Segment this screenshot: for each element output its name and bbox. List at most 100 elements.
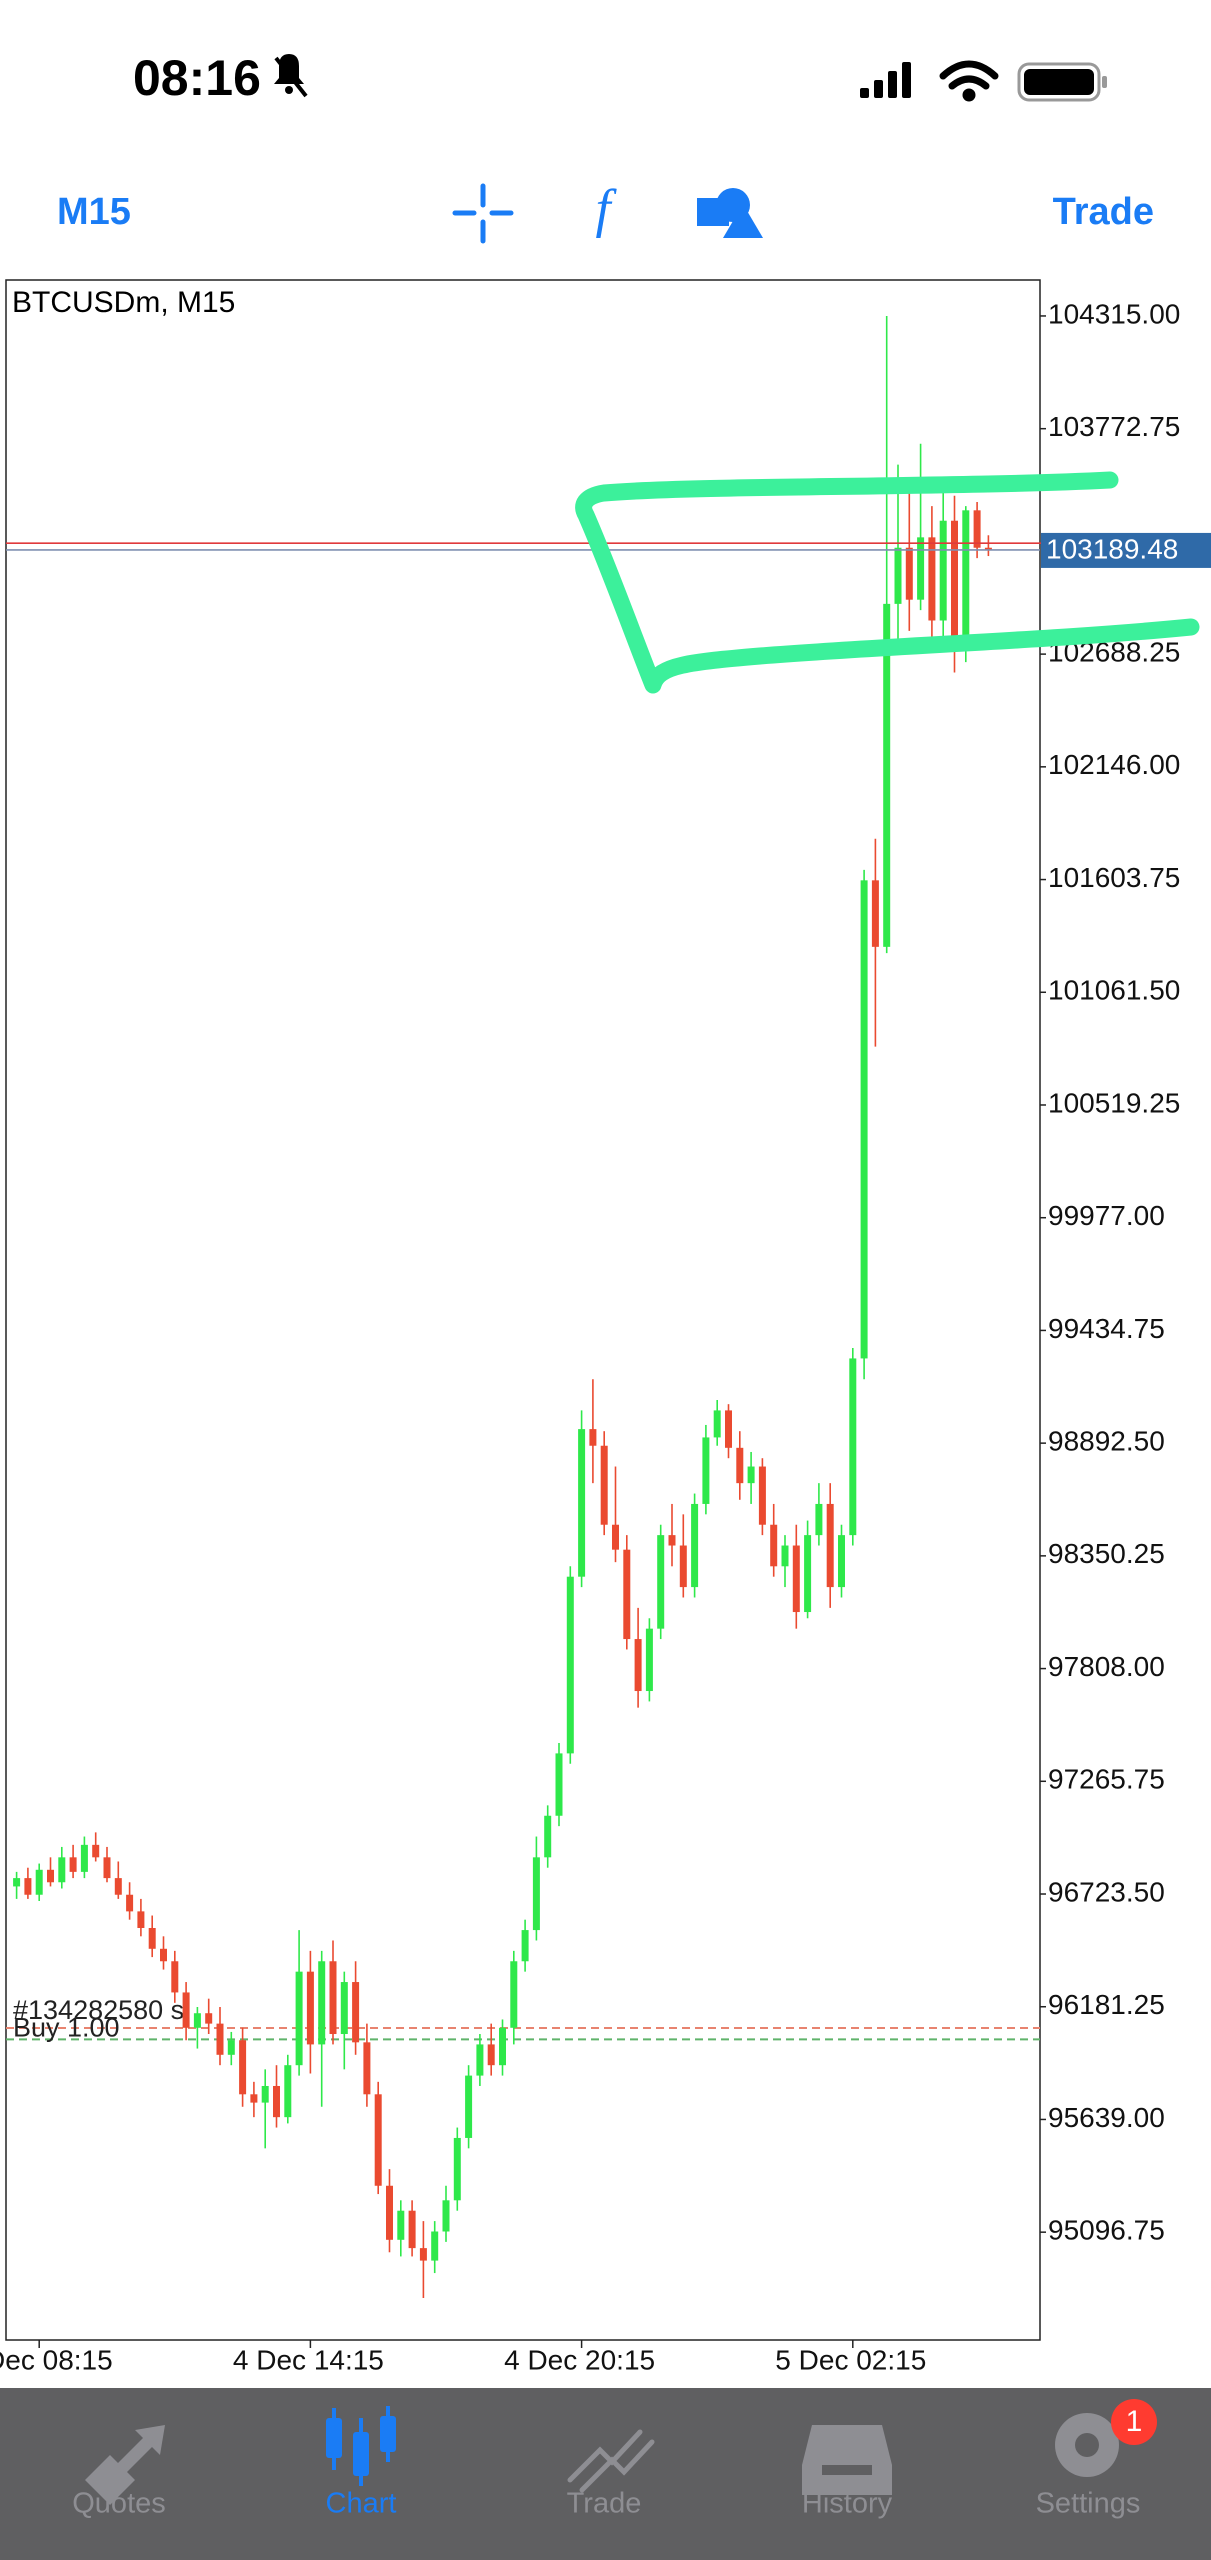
tab-label[interactable]: Settings — [1036, 2488, 1141, 2520]
chart-icon[interactable] — [326, 2406, 396, 2486]
candle-body — [510, 1961, 518, 2028]
candle-body — [295, 1971, 303, 2066]
candle-body — [578, 1429, 586, 1577]
y-tick-label: 103772.75 — [1048, 411, 1180, 442]
chart-title: BTCUSDm, M15 — [12, 286, 235, 319]
candle-body — [193, 2013, 201, 2028]
candle-body — [521, 1930, 529, 1962]
wifi-icon — [939, 60, 999, 102]
candle-body — [555, 1753, 563, 1816]
candle-body — [80, 1844, 88, 1872]
crosshair-button[interactable] — [452, 183, 514, 244]
tab-label[interactable]: History — [802, 2488, 893, 2520]
candle-body — [984, 547, 992, 550]
candle-body — [691, 1503, 699, 1588]
candle-body — [35, 1869, 43, 1895]
candle-body — [126, 1894, 134, 1912]
order-label: Buy 1.00 — [13, 2013, 120, 2043]
candle-body — [114, 1878, 122, 1895]
y-tick-label: 97265.75 — [1048, 1764, 1165, 1795]
trade-icon[interactable] — [567, 2429, 655, 2493]
candle-body — [713, 1410, 721, 1438]
tab-label[interactable]: Quotes — [72, 2488, 166, 2520]
y-tick-label: 95639.00 — [1048, 2102, 1165, 2133]
trade-button[interactable]: Trade — [1053, 191, 1154, 233]
candle-body — [532, 1857, 540, 1931]
candle-body — [363, 2042, 371, 2095]
y-tick-label: 95096.75 — [1048, 2215, 1165, 2246]
candle-body — [792, 1545, 800, 1613]
tab-label[interactable]: Trade — [567, 2488, 642, 2520]
candle-body — [137, 1911, 145, 1928]
y-tick-label: 100519.25 — [1048, 1087, 1180, 1118]
y-tick-label: 102146.00 — [1048, 749, 1180, 780]
candle-body — [623, 1549, 631, 1640]
candle-body — [273, 2085, 280, 2118]
history-icon[interactable] — [802, 2425, 892, 2495]
candle-body — [340, 1982, 348, 2035]
candle-body — [352, 1982, 360, 2043]
candle-body — [284, 2065, 292, 2118]
y-tick-label: 101061.50 — [1048, 975, 1180, 1006]
mute-icon — [274, 54, 308, 98]
x-tick-label: 5 Dec 02:15 — [775, 2344, 926, 2375]
y-tick-label: 104315.00 — [1048, 298, 1180, 329]
y-tick-label: 97808.00 — [1048, 1651, 1165, 1682]
candle-body — [47, 1869, 54, 1883]
candle-body — [826, 1503, 834, 1588]
y-tick-label: 98892.50 — [1048, 1426, 1165, 1457]
candle-body — [227, 2040, 235, 2055]
candle-body — [148, 1928, 156, 1949]
candle-body — [600, 1445, 608, 1525]
candle-body — [487, 2044, 495, 2066]
candle-body — [442, 2200, 450, 2232]
candle-body — [69, 1857, 77, 1872]
badge-count: 1 — [1126, 2405, 1143, 2438]
candle-body — [92, 1844, 100, 1858]
candle-body — [849, 1358, 857, 1536]
candle-body — [13, 1878, 21, 1887]
candle-body — [24, 1878, 32, 1895]
candle-body — [668, 1535, 676, 1546]
candle-body — [261, 2085, 269, 2103]
candle-body — [419, 2248, 427, 2261]
candle-body — [374, 2094, 382, 2186]
settings-icon[interactable] — [1055, 2413, 1119, 2477]
annotation-stroke — [575, 471, 1200, 694]
order-label: #134282580 sl — [13, 1995, 190, 2025]
candle-body — [544, 1815, 552, 1858]
candle-body — [318, 1961, 326, 2045]
tab-label[interactable]: Chart — [326, 2488, 397, 2520]
candle-body — [838, 1535, 845, 1588]
candle-body — [770, 1524, 778, 1567]
plot: 104315.00103772.75102688.25102146.001016… — [0, 298, 1211, 2375]
candle-body — [397, 2210, 405, 2240]
candle-body — [205, 2013, 213, 2024]
y-tick-label: 99977.00 — [1048, 1200, 1165, 1231]
candle-body — [815, 1503, 823, 1536]
candle-body — [758, 1466, 766, 1525]
chart-frame — [5, 279, 1041, 2341]
signal-icon — [860, 62, 911, 98]
y-tick-label: 99434.75 — [1048, 1313, 1165, 1344]
battery-icon — [1017, 62, 1107, 102]
candle-body — [951, 520, 958, 642]
candle-body — [499, 2027, 506, 2066]
candle-body — [476, 2044, 484, 2076]
candle-body — [465, 2075, 473, 2138]
period-button[interactable]: M15 — [57, 191, 131, 233]
candle-body — [453, 2137, 461, 2201]
candle-body — [928, 537, 936, 621]
objects-button[interactable] — [697, 188, 763, 238]
candle-body — [973, 510, 981, 548]
badge — [1111, 2399, 1157, 2445]
candle-body — [702, 1437, 710, 1504]
candle-body — [329, 1961, 337, 2035]
price-box — [1041, 532, 1211, 568]
quotes-icon[interactable] — [85, 2425, 165, 2505]
candle-body — [679, 1545, 687, 1588]
y-tick-label: 101603.75 — [1048, 862, 1180, 893]
status-time: 08:16 — [133, 50, 261, 106]
